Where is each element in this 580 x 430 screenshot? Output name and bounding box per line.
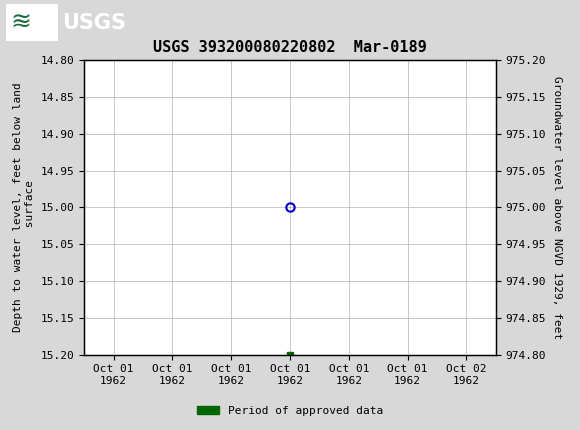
Text: ≋: ≋ (10, 11, 31, 35)
Y-axis label: Groundwater level above NGVD 1929, feet: Groundwater level above NGVD 1929, feet (552, 76, 561, 339)
Title: USGS 393200080220802  Mar-0189: USGS 393200080220802 Mar-0189 (153, 40, 427, 55)
Text: USGS: USGS (62, 13, 126, 33)
Y-axis label: Depth to water level, feet below land
 surface: Depth to water level, feet below land su… (13, 83, 35, 332)
Legend: Period of approved data: Period of approved data (193, 401, 387, 420)
Bar (6, 4, 58, 41)
